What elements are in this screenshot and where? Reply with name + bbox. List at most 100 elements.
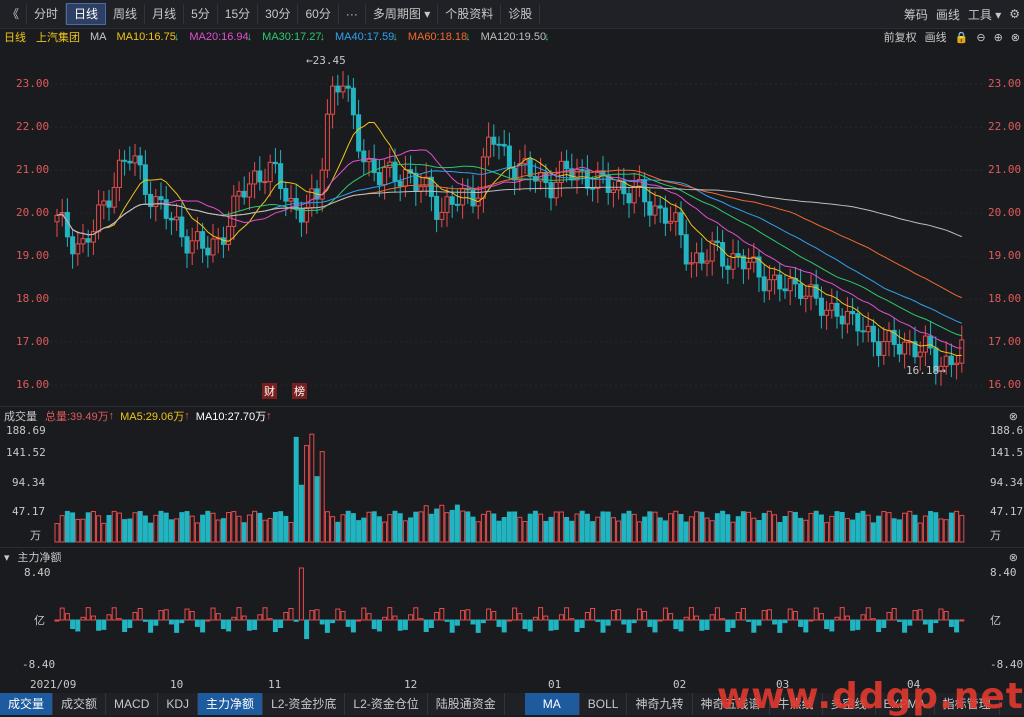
volume-bar [642, 516, 648, 543]
tab-macd[interactable]: MACD [106, 693, 159, 715]
candle [506, 145, 512, 169]
candle [725, 265, 731, 270]
money-bar [943, 611, 949, 621]
ma10-value: MA10:16.75 [116, 31, 176, 43]
rank-tag[interactable]: 榜 [292, 383, 307, 399]
tab-northbound[interactable]: 陆股通资金 [428, 693, 505, 715]
chips-button[interactable]: 筹码 [903, 7, 928, 22]
money-bar [896, 619, 902, 622]
date-tick-7: 04 [907, 678, 921, 691]
volume-bar [350, 513, 356, 543]
zoom-in-icon[interactable]: ⊕ [993, 31, 1003, 44]
tab-long-short[interactable]: 多空线 [823, 693, 876, 715]
tab-kdj[interactable]: KDJ [158, 693, 199, 715]
finance-tag[interactable]: 财 [262, 383, 277, 399]
draw-button[interactable]: 画线 [924, 32, 947, 44]
adjust-button[interactable]: 前复权 [883, 32, 917, 44]
panel-close-icon[interactable]: ⊗ [1008, 551, 1018, 564]
tab-main-money[interactable]: 主力净额 [198, 693, 264, 715]
tools-button[interactable]: 工具 ▾ [967, 7, 1002, 22]
collapse-panel-icon[interactable]: ▾ [4, 551, 10, 564]
tab-nine[interactable]: 神奇九转 [627, 693, 693, 715]
volume-bar [928, 511, 934, 543]
period-5min[interactable]: 5分 [184, 4, 218, 24]
stock-info-button[interactable]: 个股资料 [438, 4, 502, 24]
volume-bar [288, 522, 294, 543]
collapse-icon[interactable]: 《 [0, 4, 28, 24]
lock-icon[interactable]: 🔒 [954, 31, 969, 44]
money-bar [678, 619, 684, 632]
volume-bar [616, 520, 622, 543]
money-bar [876, 619, 882, 633]
money-bar [439, 608, 445, 621]
candle [252, 170, 258, 185]
volume-bar [933, 512, 939, 543]
tab-expma[interactable]: EXPMA [876, 693, 935, 715]
tab-turnover[interactable]: 成交额 [53, 693, 107, 715]
money-bar [153, 619, 159, 626]
volume-bar [345, 510, 351, 543]
tab-ma[interactable]: MA [524, 693, 580, 715]
volume-bar [584, 513, 590, 543]
volume-bar [210, 512, 216, 543]
price-axis-left-0: 23.00 [16, 77, 50, 91]
diagnose-button[interactable]: 诊股 [501, 4, 541, 24]
tab-l2-position[interactable]: L2-资金仓位 [345, 693, 428, 715]
money-bar [891, 608, 897, 621]
money-bar [460, 610, 466, 621]
volume-bar [730, 521, 736, 543]
tab-bull-bear[interactable]: 牛熊线 [770, 693, 823, 715]
money-bar [756, 619, 762, 626]
tab-boll[interactable]: BOLL [580, 693, 628, 715]
money-bar [631, 619, 637, 624]
zoom-out-icon[interactable]: ⊖ [976, 31, 986, 44]
period-60min[interactable]: 60分 [298, 4, 339, 24]
more-button[interactable]: ··· [339, 4, 366, 24]
close-icon[interactable]: ⊗ [1010, 31, 1020, 44]
draw-line-button[interactable]: 画线 [935, 7, 960, 22]
candle [153, 196, 159, 208]
tab-indicator-manage[interactable]: 指标管理 [935, 693, 1000, 715]
period-15min[interactable]: 15分 [218, 4, 259, 24]
tab-l2-bottom[interactable]: L2-资金抄底 [263, 693, 346, 715]
candle [553, 181, 559, 199]
candle [272, 161, 278, 165]
up-arrow-icon: ↑ [184, 410, 190, 422]
candle [137, 155, 143, 166]
money-bar [522, 619, 528, 630]
candle [865, 325, 871, 333]
volume-bar [366, 511, 372, 543]
volume-bar [444, 512, 450, 543]
settings-icon[interactable]: ⚙ [1009, 7, 1020, 21]
vol-axis-right-2: 94.34 [990, 476, 1024, 489]
money-bar [912, 610, 918, 621]
money-bar [278, 619, 284, 628]
period-intraday[interactable]: 分时 [27, 4, 67, 24]
tab-five-line[interactable]: 神奇五线谱 [693, 693, 770, 715]
volume-bar [148, 522, 154, 543]
ma-label[interactable]: MA [90, 31, 107, 43]
volume-bar [127, 518, 133, 543]
period-weekly[interactable]: 周线 [106, 4, 146, 24]
panel-settings-icon[interactable]: ⊗ [1008, 410, 1018, 423]
volume-bar [532, 510, 538, 543]
multi-period-dropdown[interactable]: 多周期图 ▾ [366, 4, 439, 24]
candle [340, 85, 346, 93]
money-bar [626, 619, 632, 633]
money-bar [54, 619, 60, 622]
money-bar [673, 619, 679, 630]
money-bar [636, 608, 642, 621]
volume-bar [948, 512, 954, 543]
volume-bar [792, 511, 798, 543]
volume-bar [839, 512, 845, 543]
candle [631, 186, 637, 204]
period-monthly[interactable]: 月线 [145, 4, 185, 24]
period-daily[interactable]: 日线 [66, 3, 107, 25]
candle [267, 161, 273, 183]
tab-volume[interactable]: 成交量 [0, 693, 54, 715]
candle [959, 339, 965, 364]
watermark: www.ddgp.net [716, 676, 1024, 717]
period-30min[interactable]: 30分 [258, 4, 299, 24]
money-bar [579, 619, 585, 628]
